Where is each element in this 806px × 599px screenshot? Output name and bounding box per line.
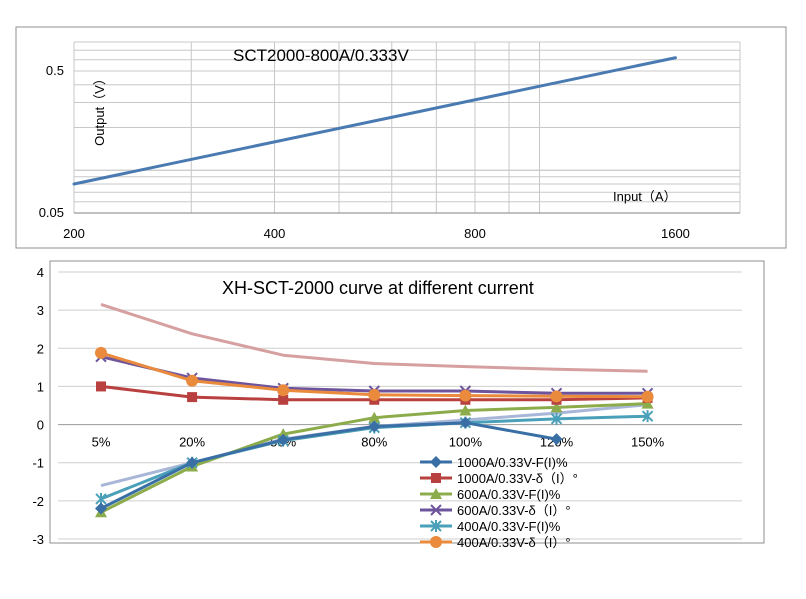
chart2-grid [58,271,742,540]
legend-marker [430,520,442,532]
legend-label: 600A/0.33V-δ（I）° [457,503,571,518]
chart2-y-tick-label: 1 [37,379,44,394]
chart2-point-1 [96,381,106,392]
chart1-series-line [72,56,677,186]
chart2-x-tick-label: 20% [179,435,205,450]
chart2-point-4 [550,412,563,425]
chart2-point-0 [95,502,107,515]
chart1-y-tick-label: 0.5 [46,63,64,78]
chart2-point-0 [368,420,381,433]
chart1-series [72,56,677,186]
chart2-point-5 [368,388,381,401]
chart2-series [95,302,654,518]
chart2-point-1 [278,394,289,405]
legend-marker [431,473,441,483]
chart2-point-5 [550,390,563,403]
chart2-point-5 [95,346,107,359]
chart2-x-tick-label: 80% [361,435,387,450]
chart2-point-2 [459,404,472,416]
chart2-point-5 [186,374,199,387]
chart1-x-tick-label: 1600 [661,226,690,241]
chart2-point-0 [277,433,290,446]
legend-marker [430,536,442,548]
legend-marker [430,488,442,499]
chart1-x-tick-label: 800 [464,226,486,241]
chart2-x-tick-label: 100% [449,435,483,450]
chart2-y-tick-label: 0 [37,418,44,433]
chart2-point-5 [277,384,290,397]
chart2-point-4 [641,410,654,423]
chart2-point-5 [459,389,472,402]
chart2-y-tick-label: 2 [37,341,44,356]
chart2-point-0 [186,456,199,469]
chart1-x-tick-label: 200 [63,226,85,241]
legend-marker [430,456,442,468]
chart2-series-line-6 [100,302,648,373]
chart1-x-tick-label: 400 [264,226,286,241]
legend-label: 400A/0.33V-F(I)% [457,519,561,534]
chart1-x-label: Input（A） [613,189,677,204]
chart2-legend: 1000A/0.33V-F(I)%1000A/0.33V-δ（I）°600A/0… [420,455,578,550]
chart1-title: SCT2000-800A/0.333V [233,46,409,65]
chart1-frame [15,26,787,249]
chart2-y-tick-label: 4 [37,265,44,280]
chart2-point-0 [459,416,472,429]
legend-label: 400A/0.33V-δ（I）° [457,535,571,550]
chart2-x-tick-label: 150% [631,435,665,450]
chart2-point-2 [641,397,654,409]
chart1-y-label: Output（V） [92,72,107,146]
chart2-point-0 [550,433,563,446]
legend-marker [430,504,442,516]
legend-label: 1000A/0.33V-F(I)% [457,455,568,470]
chart2-point-1 [187,392,198,403]
chart2-point-5 [641,390,654,403]
chart2-y-tick-label: -1 [32,456,44,471]
chart2-y-tick-label: -2 [32,494,44,509]
chart1: 200 400 800 1600 0.05 0.5 SCT2000-800A/0.333V… [15,26,787,249]
chart1-y-tick-label: 0.05 [39,205,64,220]
chart2-point-2 [550,401,563,413]
chart2-y-tick-label: -3 [32,532,44,547]
chart1-ticks: 200 400 800 1600 0.05 0.5 [39,63,690,241]
chart2-series-line-0 [100,421,557,510]
legend-label: 600A/0.33V-F(I)% [457,487,561,502]
chart2-point-2 [368,411,381,423]
chart2-title: XH-SCT-2000 curve at different current [222,278,534,298]
chart2-y-tick-label: 3 [37,303,44,318]
chart2-x-tick-label: 5% [92,435,111,450]
legend-label: 1000A/0.33V-δ（I）° [457,471,578,486]
